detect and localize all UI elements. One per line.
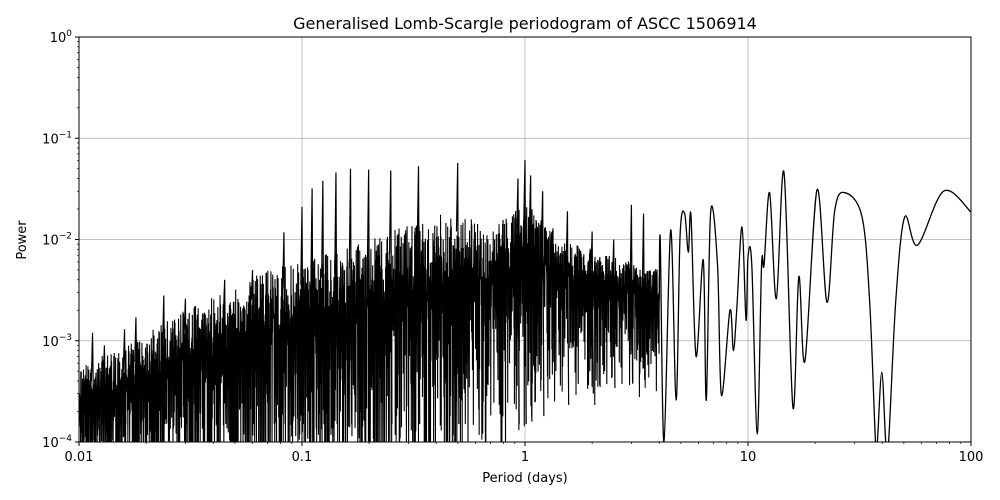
peak-spike: [455, 162, 460, 425]
peak-spike: [90, 332, 95, 425]
peak-spike: [528, 175, 533, 422]
y-tick-label: 10−3: [42, 333, 72, 350]
peak-spike: [540, 191, 545, 417]
peak-spike: [334, 172, 338, 425]
peak-spike: [348, 168, 353, 425]
chart-title: Generalised Lomb-Scargle periodogram of …: [293, 14, 757, 33]
x-tick-label: 10: [740, 450, 757, 465]
peak-spike: [282, 232, 286, 425]
peak-spike: [250, 269, 255, 425]
x-tick-label: 100: [959, 450, 984, 465]
peak-spike: [321, 180, 325, 425]
x-axis-label: Period (days): [482, 471, 568, 486]
peak-spike: [300, 206, 304, 425]
peak-spike: [516, 178, 520, 425]
x-tick-label: 0.01: [65, 450, 94, 465]
y-tick-label: 10−2: [42, 232, 72, 249]
peak-spike: [523, 159, 527, 425]
y-tick-label: 10−4: [42, 434, 72, 451]
peak-spike: [416, 166, 421, 425]
peak-spike: [134, 317, 138, 425]
ticks: 0.01 0.1 1 10 100 10−4 10−3 10−2 10−1 100: [42, 29, 983, 465]
x-tick-label: 0.1: [292, 450, 313, 465]
peak-spike: [590, 231, 594, 394]
peak-spike: [641, 213, 646, 381]
peak-spike: [611, 239, 616, 388]
peak-spike: [122, 329, 127, 425]
peak-spike: [222, 279, 227, 425]
x-tick-label: 1: [521, 450, 529, 465]
peak-spike: [161, 295, 166, 425]
peak-spike: [388, 170, 393, 425]
peak-spike: [310, 188, 314, 425]
peak-spike: [565, 211, 570, 405]
y-axis-label: Power: [15, 220, 30, 260]
peak-spike: [366, 169, 371, 425]
peak-spike: [102, 345, 107, 425]
peak-spike: [183, 298, 188, 425]
y-tick-label: 100: [50, 29, 73, 46]
y-tick-label: 10−1: [42, 130, 72, 147]
peak-spike: [629, 204, 634, 384]
